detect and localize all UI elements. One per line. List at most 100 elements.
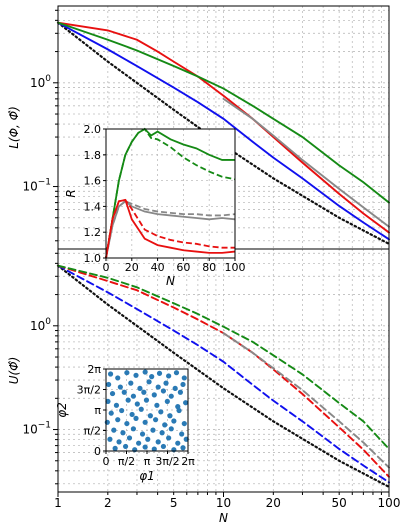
inset-R-background <box>106 129 235 258</box>
scatter-point <box>177 389 183 395</box>
scatter-point <box>120 430 126 436</box>
scatter-point <box>142 419 148 425</box>
y-axis-label: L(Φ, Φ̂) <box>7 106 21 149</box>
scatter-point <box>168 426 174 432</box>
scatter-point <box>180 445 186 451</box>
scatter-point <box>163 380 169 386</box>
inset-x-tick-label: 0 <box>103 261 110 274</box>
inset-R: 0 20 40 60 80 100 1.0 1.2 1.4 1.6 1.8 2.0 N R <box>64 123 246 288</box>
inset-phi-y-tick-label: 0 <box>94 445 101 458</box>
x-tick-label: 20 <box>266 496 281 510</box>
inset-phi-x-tick-label: 3π/2 <box>155 455 179 468</box>
scatter-point <box>156 370 163 376</box>
inset-y-tick-label: 1.4 <box>84 200 102 213</box>
scatter-point <box>155 384 161 390</box>
series-line-3 <box>222 97 390 228</box>
scatter-point <box>162 422 168 428</box>
scatter-point <box>154 402 160 408</box>
y-axis-label: U(Φ̂) <box>7 357 21 385</box>
scatter-point <box>134 401 140 407</box>
bottom-panel: U(Φ̂) <box>7 248 391 493</box>
y-tick-label: 100 <box>30 317 51 333</box>
scatter-point <box>180 381 186 388</box>
scatter-point <box>133 372 139 378</box>
inset-R-frame <box>105 128 236 259</box>
scatter-point <box>158 409 164 415</box>
scatter-point <box>171 418 177 424</box>
scatter-point <box>143 397 150 403</box>
scatter-point <box>115 417 121 423</box>
inset-x-tick-label: 60 <box>176 261 190 274</box>
inset-R-series-1 <box>105 127 236 259</box>
scatter-point <box>152 417 159 423</box>
scatter-point <box>150 427 156 433</box>
scatter-point <box>168 393 174 399</box>
x-axis-label: N <box>219 511 228 525</box>
scatter-point <box>142 444 148 450</box>
scatter-point <box>124 370 130 376</box>
series-line-4 <box>57 21 390 204</box>
inset-phi-x-tick-label: π <box>144 455 151 468</box>
scatter-point <box>172 385 178 391</box>
scatter-point <box>175 440 181 446</box>
scatter-point <box>105 398 111 405</box>
scatter-point <box>147 413 153 419</box>
series-line-3 <box>222 332 390 469</box>
series-line-1 <box>57 21 390 241</box>
scatter-point <box>160 443 167 450</box>
scatter-point <box>111 427 117 433</box>
scatter-point <box>142 369 148 375</box>
scatter-point <box>117 384 123 390</box>
scatter-point <box>136 440 142 446</box>
scatter-point <box>146 379 152 385</box>
inset-phi-frame <box>105 368 189 452</box>
scatter-point <box>125 397 131 403</box>
y-tick-label: 10−1 <box>22 421 51 437</box>
scatter-point <box>107 371 114 377</box>
scatter-point <box>155 439 161 445</box>
inset-phi-x-tick-label: π/2 <box>118 455 135 468</box>
scatter-point <box>128 380 134 386</box>
inset-R-series-0 <box>105 127 235 259</box>
scatter-point <box>160 388 167 394</box>
scatter-point <box>124 420 130 427</box>
inset-R-series-5 <box>105 198 235 259</box>
x-tick-label: 5 <box>170 496 178 510</box>
scatter-point <box>175 404 181 410</box>
inset-y-tick-label: 1.8 <box>84 149 102 162</box>
scatter-point <box>183 400 189 406</box>
series-line-1 <box>57 264 390 484</box>
inset-x-tick-label: 80 <box>202 261 216 274</box>
scatter-point <box>164 398 170 405</box>
inset-x-tick-label: 100 <box>225 261 246 274</box>
inset-y-axis-label: R <box>64 189 78 197</box>
scatter-point <box>109 390 116 397</box>
scatter-point <box>132 447 138 453</box>
x-axis: 1 2 5 10 20 50 100 N <box>54 492 400 525</box>
x-tick-label: 100 <box>378 496 401 510</box>
y-tick-label: 100 <box>30 74 51 90</box>
inset-phi-y-tick-label: π/2 <box>84 425 101 438</box>
scatter-point <box>141 389 147 395</box>
inset-phi-y-tick-label: π <box>94 404 101 417</box>
scatter-point <box>115 375 121 381</box>
scatter-point <box>137 385 143 391</box>
scatter-point <box>138 406 144 412</box>
scatter-point <box>181 420 187 427</box>
inset-phi-x-tick-label: 0 <box>103 455 110 468</box>
scatter-point <box>173 370 180 376</box>
scatter-point <box>151 446 157 452</box>
scatter-point <box>116 439 122 445</box>
scatter-point <box>159 430 165 436</box>
scatter-point <box>104 419 110 425</box>
inset-phi-x-tick-label: 2π <box>181 455 195 468</box>
inset-phi-x-axis-label: φ1 <box>139 469 155 483</box>
scatter-point <box>119 407 125 414</box>
scatter-point <box>112 445 118 451</box>
x-tick-label: 1 <box>54 496 62 510</box>
inset-x-axis-label: N <box>166 274 175 288</box>
inset-x-tick-label: 20 <box>125 261 139 274</box>
scatter-point <box>126 435 133 441</box>
inset-x-tick-label: 40 <box>151 261 165 274</box>
